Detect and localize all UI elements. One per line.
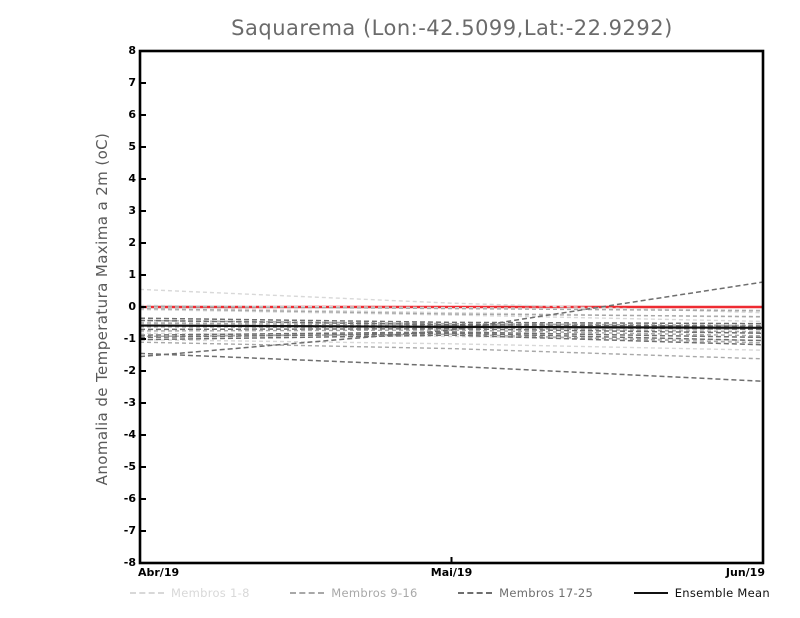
member-line [139, 333, 764, 344]
y-tick-label: -3 [123, 396, 136, 409]
x-tick-label: Mai/19 [430, 566, 473, 579]
y-tick-label: 7 [128, 76, 136, 89]
legend-item[interactable]: Ensemble Mean [633, 586, 770, 600]
y-tick-label-wrap: 3 [100, 205, 136, 217]
legend-item[interactable]: Membros 1-8 [130, 586, 250, 600]
y-tick-label: -2 [123, 364, 136, 377]
member-line [139, 341, 764, 360]
member-line [139, 281, 764, 358]
y-tick-label: -1 [123, 332, 136, 345]
y-tick-label: 5 [128, 140, 136, 153]
y-tick-label: 1 [128, 268, 136, 281]
y-tick-label-wrap: 4 [100, 173, 136, 185]
legend-label: Ensemble Mean [674, 586, 770, 600]
y-tick-label: -8 [123, 556, 136, 569]
y-tick-label-wrap: -3 [100, 397, 136, 409]
member-line [139, 352, 764, 382]
legend-line-swatch [633, 592, 668, 594]
y-tick-label-wrap: 8 [100, 45, 136, 57]
page-title: Saquarema (Lon:-42.5099,Lat:-22.9292) [231, 16, 673, 40]
y-tick-label-wrap: -7 [100, 525, 136, 537]
legend-item[interactable]: Membros 17-25 [458, 586, 593, 600]
member-line [139, 307, 764, 318]
y-tick-label-wrap: -5 [100, 461, 136, 473]
member-line [139, 305, 764, 312]
y-tick-label-wrap: 5 [100, 141, 136, 153]
y-tick-label: 4 [128, 172, 136, 185]
y-tick-label-wrap: 2 [100, 237, 136, 249]
legend-line-swatch [290, 592, 325, 594]
y-tick-label: 6 [128, 108, 136, 121]
legend-label: Membros 9-16 [331, 586, 418, 600]
y-tick-label-wrap: 1 [100, 269, 136, 281]
series-layer [139, 281, 764, 382]
y-tick-label: 3 [128, 204, 136, 217]
y-tick-label: -5 [123, 460, 136, 473]
y-tick-label-wrap: -8 [100, 557, 136, 569]
legend-line-swatch [130, 592, 164, 594]
member-line [139, 338, 764, 351]
y-tick-label-wrap: 6 [100, 109, 136, 121]
member-line [139, 319, 764, 327]
member-line [139, 308, 764, 323]
axis-layer [138, 49, 765, 565]
legend-item[interactable]: Membros 9-16 [290, 586, 417, 600]
member-line [139, 321, 764, 328]
member-line [139, 329, 764, 337]
chart-legend: Membros 1-8 Membros 9-16 Membros 17-25 Ense… [130, 586, 770, 600]
x-tick-label: Abr/19 [138, 566, 180, 579]
y-tick-label-wrap: -2 [100, 365, 136, 377]
member-line [139, 332, 764, 342]
y-tick-label-wrap: -1 [100, 333, 136, 345]
y-tick-label-wrap: 7 [100, 77, 136, 89]
y-tick-label-wrap: 0 [100, 301, 136, 313]
member-line [139, 304, 764, 311]
y-tick-label: -4 [123, 428, 136, 441]
legend-label: Membros 1-8 [171, 586, 250, 600]
y-tick-label: 8 [128, 44, 136, 57]
y-tick-label: 2 [128, 236, 136, 249]
legend-line-swatch [458, 592, 493, 594]
y-tick-label: -7 [123, 524, 136, 537]
y-tick-label-wrap: -4 [100, 429, 136, 441]
y-tick-label: -6 [123, 492, 136, 505]
x-tick-label: Jun/19 [725, 566, 765, 579]
ensemble-mean-line [139, 324, 764, 329]
legend-label: Membros 17-25 [499, 586, 594, 600]
y-tick-label-wrap: -6 [100, 493, 136, 505]
y-tick-label: 0 [128, 300, 136, 313]
